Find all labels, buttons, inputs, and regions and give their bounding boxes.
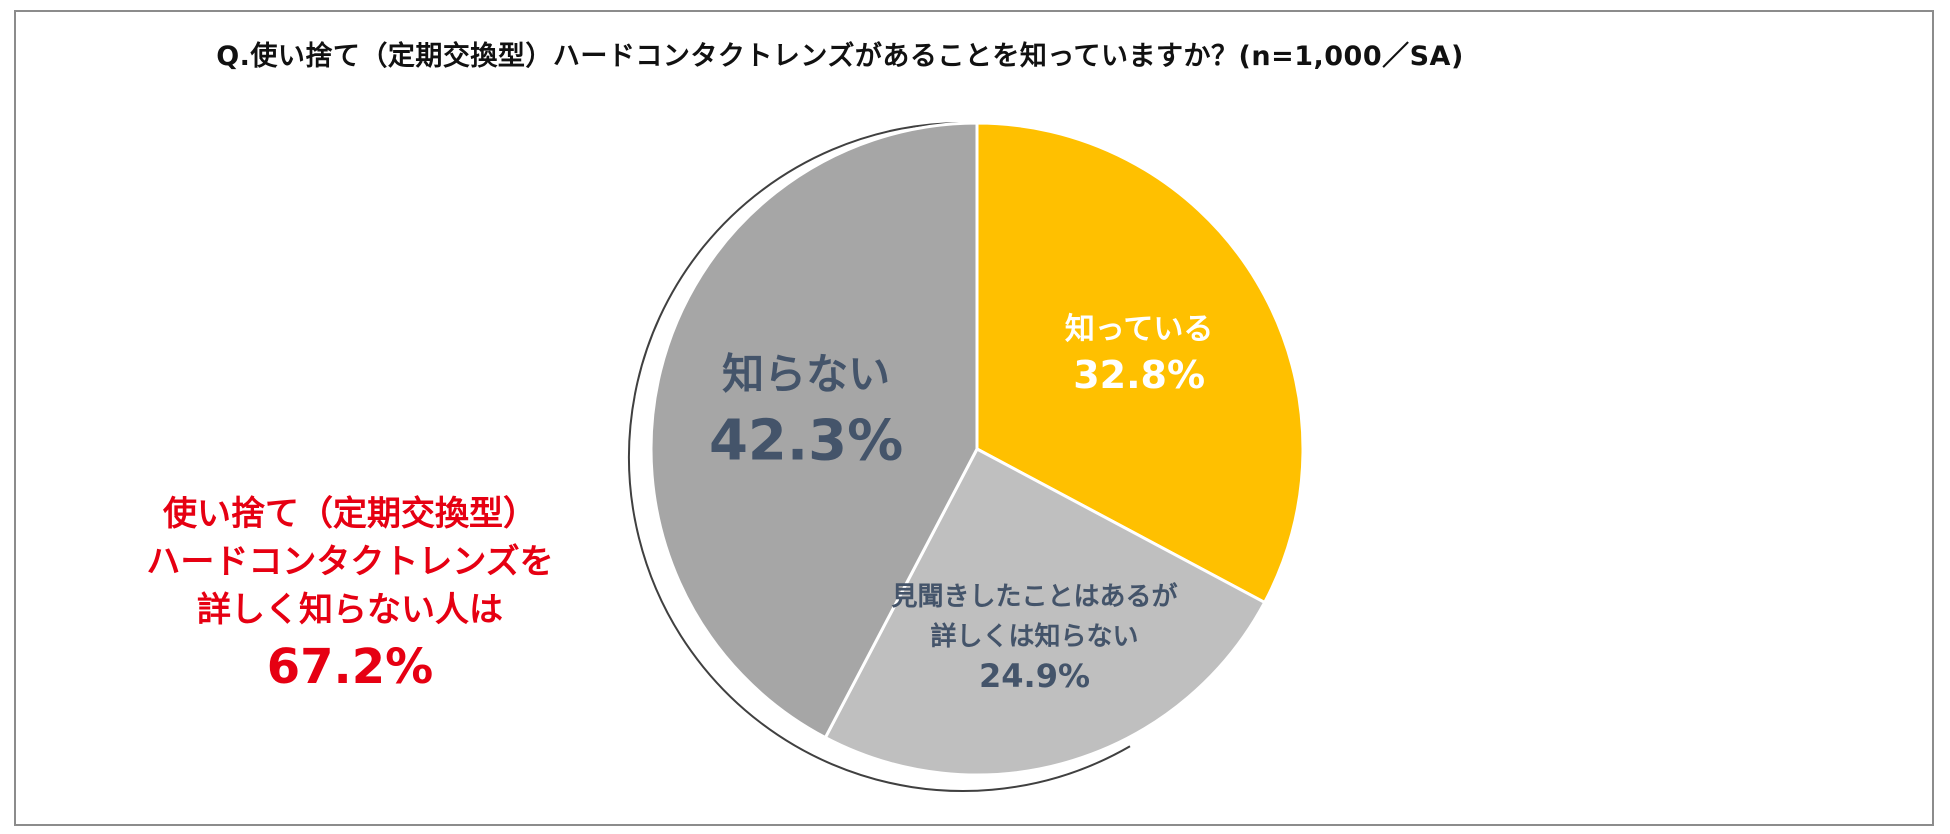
callout-line-1: 使い捨て（定期交換型） xyxy=(163,494,537,534)
slice-category-label: 知らない xyxy=(722,350,890,399)
slice-value-label: 32.8% xyxy=(1073,353,1205,397)
callout: 使い捨て（定期交換型） ハードコンタクトレンズを 詳しく知らない人は 67.2% xyxy=(90,490,610,698)
pie-slice xyxy=(975,121,1305,605)
slice-category-label: 見聞きしたことはあるが xyxy=(892,581,1178,612)
callout-line-3: 詳しく知らない人は xyxy=(197,590,503,630)
pie-slice xyxy=(649,121,979,740)
pie-outer-arc xyxy=(628,122,1131,792)
callout-line-2: ハードコンタクトレンズを xyxy=(146,542,554,582)
slice-value-label: 42.3% xyxy=(709,408,903,473)
slice-category-label: 詳しくは知らない xyxy=(931,621,1139,652)
slice-category-label: 知っている xyxy=(1065,312,1214,347)
callout-value: 67.2% xyxy=(266,639,434,695)
slice-value-label: 24.9% xyxy=(979,657,1090,695)
chart-title: Q.使い捨て（定期交換型）ハードコンタクトレンズがあることを知っていますか？(n… xyxy=(216,41,1464,72)
